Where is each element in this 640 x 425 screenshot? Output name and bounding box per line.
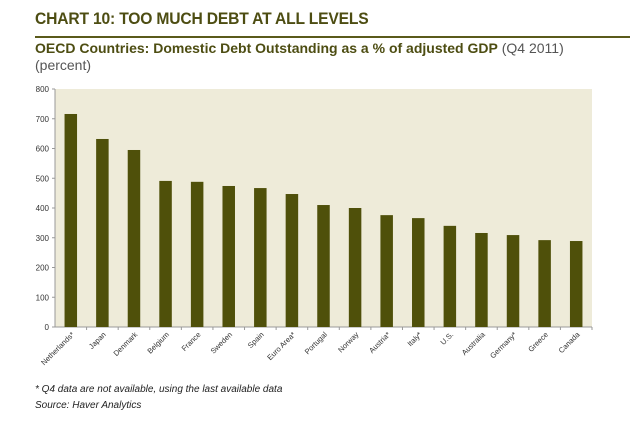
bar: [380, 215, 393, 327]
y-tick-label: 0: [45, 323, 50, 332]
subtitle-main: OECD Countries: Domestic Debt Outstandin…: [35, 40, 498, 56]
bar: [538, 240, 551, 327]
source-note: Source: Haver Analytics: [35, 400, 142, 411]
y-tick-label: 400: [36, 204, 50, 213]
bar: [190, 181, 204, 327]
y-tick-label: 300: [36, 234, 50, 243]
x-tick-label: Greece: [526, 330, 550, 354]
x-tick-label: Japan: [87, 330, 108, 351]
bar: [254, 188, 267, 327]
x-tick-label: Canada: [557, 329, 583, 355]
bar: [348, 208, 362, 327]
bar: [127, 149, 141, 327]
x-tick-label: Netherlands*: [39, 330, 76, 367]
title-divider: [35, 36, 630, 38]
x-tick-label: Italy*: [406, 330, 424, 348]
x-tick-label: U.S.: [439, 330, 456, 347]
bar: [443, 225, 457, 327]
y-tick-label: 600: [36, 145, 50, 154]
x-tick-label: Denmark: [111, 330, 139, 358]
x-tick-label: France: [180, 330, 203, 353]
y-tick-label: 200: [36, 264, 50, 273]
x-tick-label: Germany*: [488, 330, 518, 360]
bar: [64, 113, 78, 328]
bar: [412, 218, 425, 327]
bar: [475, 232, 488, 327]
bar: [506, 235, 520, 327]
x-tick-label: Austria*: [367, 330, 392, 355]
y-tick-label: 700: [36, 115, 50, 124]
subtitle-unit: (percent): [35, 57, 92, 73]
chart-subtitle: OECD Countries: Domestic Debt Outstandin…: [35, 40, 635, 74]
bar: [285, 194, 299, 327]
y-tick-label: 100: [36, 293, 50, 302]
chart-title: CHART 10: TOO MUCH DEBT AT ALL LEVELS: [35, 9, 369, 28]
subtitle-period: (Q4 2011): [501, 40, 564, 56]
x-tick-label: Spain: [246, 330, 266, 350]
x-tick-label: Portugal: [303, 330, 329, 356]
x-tick-label: Australia: [460, 329, 488, 357]
bar: [569, 241, 583, 327]
bar: [222, 185, 235, 327]
bar: [317, 205, 330, 327]
bar: [159, 180, 172, 327]
y-tick-label: 500: [36, 174, 50, 183]
y-tick-label: 800: [36, 85, 50, 94]
x-tick-label: Sweden: [209, 330, 235, 356]
footnote: * Q4 data are not available, using the l…: [35, 384, 283, 395]
bar: [96, 138, 109, 327]
x-tick-label: Belgium: [145, 330, 171, 356]
x-tick-label: Euro Area*: [265, 330, 297, 362]
chart-notes: * Q4 data are not available, using the l…: [35, 382, 282, 414]
x-tick-label: Norway: [336, 330, 361, 355]
